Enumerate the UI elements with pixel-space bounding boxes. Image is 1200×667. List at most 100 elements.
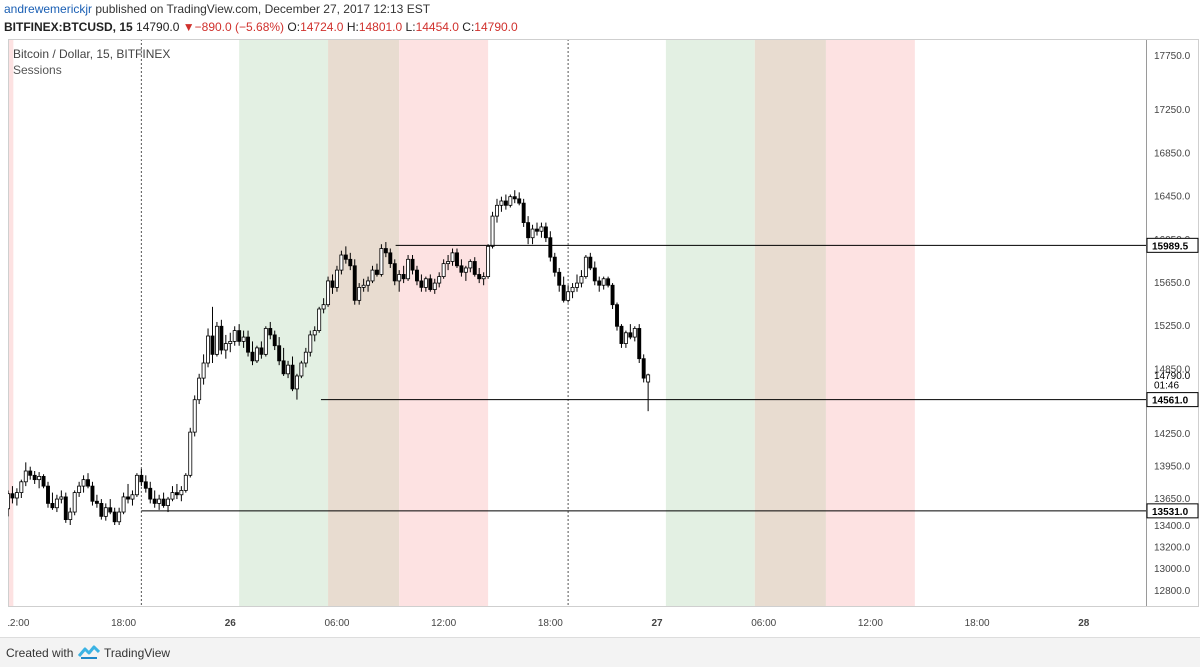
candle-body xyxy=(472,261,477,275)
x-tick-label: 18:00 xyxy=(111,618,136,629)
candle-body xyxy=(543,226,548,239)
x-tick-label: 18:00 xyxy=(965,618,990,629)
tradingview-logo-icon xyxy=(78,645,100,659)
candle-body xyxy=(463,267,468,273)
candle-body xyxy=(490,215,495,247)
y-tick-label: 17250.0 xyxy=(1154,105,1191,116)
candle-body xyxy=(50,502,55,509)
candle-body xyxy=(419,280,424,288)
price-label-box xyxy=(1146,503,1199,519)
x-tick-label: 06:00 xyxy=(324,618,349,629)
candle-body xyxy=(619,325,624,344)
candle-body xyxy=(548,237,553,258)
candle-body xyxy=(597,280,602,286)
candle-body xyxy=(503,200,508,206)
candle-body xyxy=(303,351,308,364)
candle-body xyxy=(37,475,42,481)
candle-body xyxy=(526,222,531,239)
y-tick-label: 12800.0 xyxy=(1154,586,1191,597)
candle-body xyxy=(383,248,388,254)
candle-body xyxy=(423,278,428,288)
candle-body xyxy=(317,308,322,332)
candle-body xyxy=(308,334,313,353)
candle-body xyxy=(495,204,499,217)
candle-body xyxy=(81,479,86,487)
candle-body xyxy=(237,330,242,342)
tradingview-brand[interactable]: TradingView xyxy=(104,646,171,660)
candle-body xyxy=(77,485,82,493)
y-tick-label: 15250.0 xyxy=(1154,321,1191,332)
candle-body xyxy=(32,474,37,481)
candle-body xyxy=(228,340,233,344)
chart-legend-title: Bitcoin / Dollar, 15, BITFINEX xyxy=(13,47,171,61)
candle-body xyxy=(294,375,299,390)
price-label-box xyxy=(1146,392,1199,408)
x-tick-label: 12:00 xyxy=(431,618,456,629)
candle-body xyxy=(459,265,464,273)
candle-body xyxy=(90,485,95,502)
high-label: H: xyxy=(346,20,359,34)
candle-body xyxy=(152,498,157,504)
session-band xyxy=(754,39,826,606)
open-label: O: xyxy=(287,20,301,34)
candle-body xyxy=(455,252,459,267)
x-tick-label: 18:00 xyxy=(538,618,563,629)
low-label: L: xyxy=(405,20,416,34)
y-tick-label: 16850.0 xyxy=(1154,148,1191,159)
price-label: 01:46 xyxy=(1154,381,1179,392)
candle-body xyxy=(214,325,219,355)
candle-body xyxy=(641,358,646,379)
candle-body xyxy=(148,487,153,500)
x-tick-label: 06:00 xyxy=(751,618,776,629)
candle-body xyxy=(637,328,642,360)
candle-body xyxy=(263,328,268,355)
indicator-legend: Sessions xyxy=(13,63,62,77)
publish-info: andrewemerickjr published on TradingView… xyxy=(4,2,430,16)
session-band xyxy=(825,39,915,606)
candle-body xyxy=(566,291,571,301)
candle-body xyxy=(357,286,362,301)
candle-body xyxy=(72,492,77,513)
candle-body xyxy=(108,507,113,513)
candle-body xyxy=(446,261,451,265)
candle-body xyxy=(312,330,317,336)
low-value: 14454.0 xyxy=(415,20,459,34)
y-tick-label: 13950.0 xyxy=(1154,462,1191,473)
price-chart[interactable]: 17750.017250.016850.016450.016050.015650… xyxy=(8,39,1199,635)
high-value: 14801.0 xyxy=(358,20,403,34)
open-value: 14724.0 xyxy=(300,20,344,34)
candle-body xyxy=(46,485,50,504)
candle-body xyxy=(628,332,633,338)
candle-body xyxy=(428,278,433,290)
candle-body xyxy=(59,496,64,500)
author-link[interactable]: andrewemerickjr xyxy=(4,2,93,16)
y-tick-label: 17750.0 xyxy=(1154,51,1191,62)
candle-body xyxy=(8,493,10,510)
candle-body xyxy=(10,493,15,499)
candle-body xyxy=(570,286,575,293)
candle-body xyxy=(326,280,331,306)
price-change: −890.0 (−5.68%) xyxy=(194,20,285,34)
candle-body xyxy=(197,377,202,401)
candle-body xyxy=(375,269,379,275)
candle-body xyxy=(334,269,339,288)
candle-body xyxy=(272,334,277,347)
candle-body xyxy=(219,325,224,351)
candle-body xyxy=(170,492,175,500)
candle-body xyxy=(250,351,255,362)
candle-body xyxy=(117,511,122,523)
candle-body xyxy=(192,399,197,433)
publish-text: published on TradingView.com, December 2… xyxy=(95,2,431,16)
price-label-box xyxy=(1146,237,1199,253)
y-tick-label: 14850.0 xyxy=(1154,364,1191,375)
footer-bar: Created with TradingView xyxy=(0,637,1200,667)
y-tick-label: 13650.0 xyxy=(1154,494,1191,505)
x-tick-label: 12:00 xyxy=(8,618,30,629)
candle-body xyxy=(161,498,166,506)
candle-body xyxy=(206,335,210,364)
candle-body xyxy=(54,498,59,509)
candle-body xyxy=(588,256,593,269)
candle-body xyxy=(286,364,291,375)
candle-body xyxy=(277,345,282,362)
candle-body xyxy=(397,274,402,282)
